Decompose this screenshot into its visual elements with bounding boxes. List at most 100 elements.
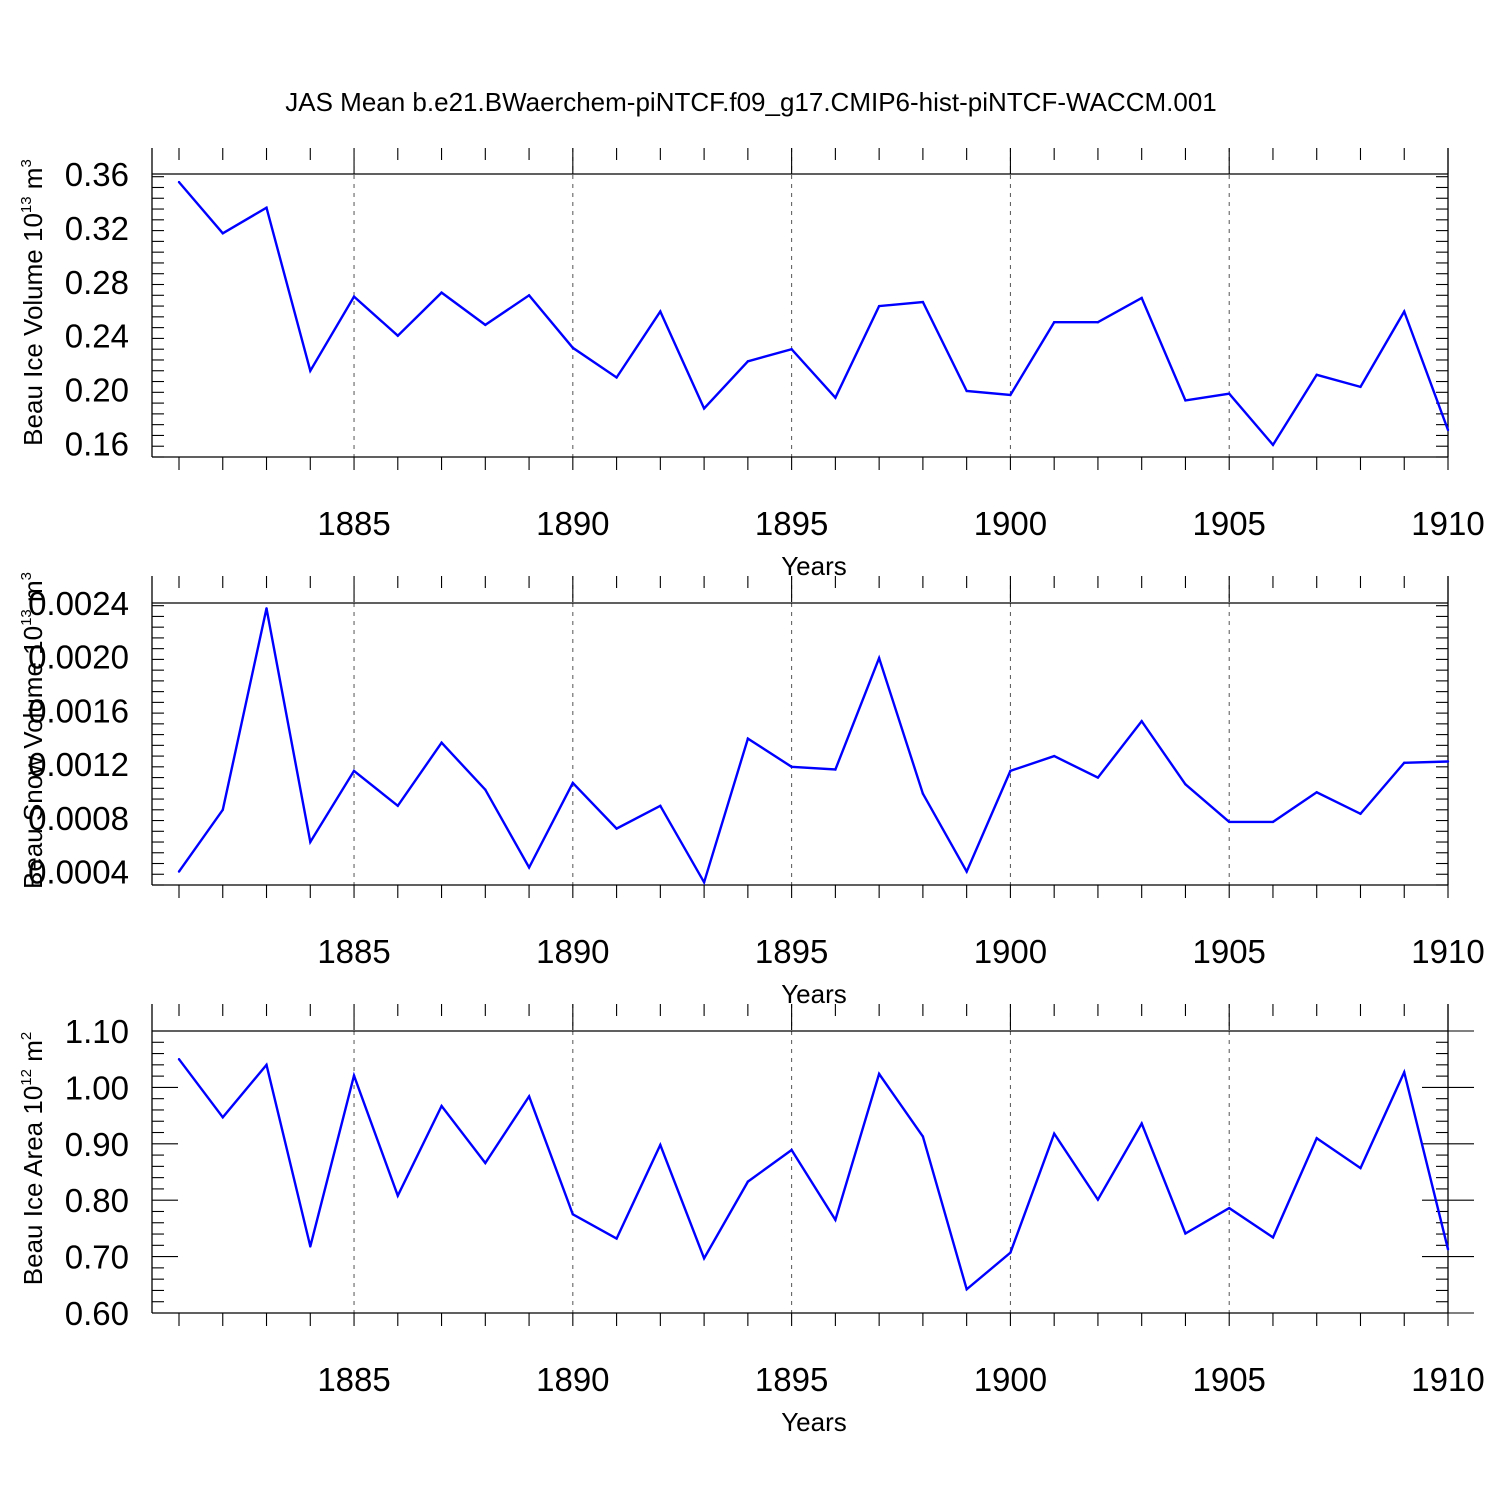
data-point xyxy=(1009,1251,1012,1254)
data-point xyxy=(965,870,968,873)
data-point xyxy=(177,1058,181,1061)
data-point xyxy=(834,1218,837,1222)
data-point xyxy=(1403,310,1406,313)
data-point xyxy=(1271,443,1275,447)
data-point xyxy=(790,347,793,351)
data-point xyxy=(1446,428,1450,432)
y-axis-label-text: Beau Ice Volume 10 xyxy=(18,213,48,446)
data-point xyxy=(834,768,837,771)
data-point xyxy=(659,804,662,807)
series-line xyxy=(178,608,1449,886)
x-axis-label: Years xyxy=(781,1407,847,1437)
data-point xyxy=(877,656,881,660)
data-point xyxy=(1140,719,1143,723)
x-tick-label: 1910 xyxy=(1411,505,1484,542)
x-tick-label: 1905 xyxy=(1192,505,1265,542)
y-tick-label: 0.32 xyxy=(65,210,129,247)
data-point xyxy=(440,741,443,744)
data-point xyxy=(1052,1132,1056,1135)
data-point xyxy=(265,607,268,610)
data-point xyxy=(746,1180,750,1183)
x-tick-label: 1890 xyxy=(536,505,609,542)
data-point xyxy=(396,1194,399,1197)
y-axis-label-unit-exponent: 2 xyxy=(18,1032,35,1040)
data-point xyxy=(1096,321,1100,324)
data-point xyxy=(177,870,181,873)
y-axis-label-unit-exponent: 3 xyxy=(18,572,35,580)
x-tick-label: 1895 xyxy=(755,933,828,970)
data-point xyxy=(1228,392,1231,395)
y-tick-label: 1.10 xyxy=(65,1013,129,1050)
figure-title: JAS Mean b.e21.BWaerchem-piNTCF.f09_g17.… xyxy=(285,87,1216,117)
data-point xyxy=(309,369,312,372)
chart-panel-3: 0.60 0.70 0.80 0.90 1.00 1.10 1885 1890 1895 1900… xyxy=(18,1004,1485,1437)
y-axis-label: Beau Snow Volume 1013 m3 xyxy=(18,572,48,889)
data-point xyxy=(440,1104,443,1108)
x-tick-label: 1895 xyxy=(755,1361,828,1398)
data-point xyxy=(1009,769,1012,773)
data-point xyxy=(877,1072,881,1076)
y-tick-label: 0.60 xyxy=(65,1295,129,1332)
data-point xyxy=(352,1074,356,1077)
data-point xyxy=(965,1288,968,1291)
y-axis-label-exponent: 13 xyxy=(18,196,35,213)
data-point xyxy=(396,334,399,337)
data-point xyxy=(834,396,837,399)
chart-panel-1: 0.16 0.20 0.24 0.28 0.32 0.36 1885 1890 1895 1900… xyxy=(18,148,1485,581)
data-point xyxy=(571,1213,575,1216)
x-tick-label: 1900 xyxy=(974,505,1047,542)
y-tick-label: 0.70 xyxy=(65,1239,129,1276)
data-point xyxy=(440,291,443,294)
series-line xyxy=(178,181,1450,447)
y-axis-label-exponent: 12 xyxy=(18,1069,35,1086)
data-point xyxy=(309,1245,312,1248)
data-point xyxy=(571,781,575,785)
data-point xyxy=(1140,296,1143,300)
y-tick-label: 0.28 xyxy=(65,264,129,301)
y-tick-label: 1.00 xyxy=(65,1069,129,1106)
data-point xyxy=(1403,761,1406,764)
data-point xyxy=(527,866,531,869)
data-point xyxy=(265,1063,268,1067)
data-point xyxy=(484,788,487,791)
data-point xyxy=(221,232,224,235)
data-point xyxy=(921,1135,925,1138)
data-point xyxy=(659,310,662,313)
data-point xyxy=(309,840,312,844)
data-point xyxy=(1271,820,1275,824)
data-point xyxy=(396,804,399,807)
data-point xyxy=(1096,776,1100,779)
data-point xyxy=(1359,812,1362,816)
data-point xyxy=(1096,1198,1100,1201)
y-tick-label: 0.0008 xyxy=(28,800,129,837)
data-point xyxy=(1359,1166,1362,1170)
panels: 0.16 0.20 0.24 0.28 0.32 0.36 1885 1890 1895 1900… xyxy=(18,148,1485,1437)
data-point xyxy=(1446,1248,1450,1251)
data-point xyxy=(1052,321,1056,324)
y-tick-label: 0.0012 xyxy=(28,746,129,783)
data-point xyxy=(484,323,487,327)
x-tick-label: 1885 xyxy=(317,1361,390,1398)
data-point xyxy=(527,1095,531,1098)
y-tick-label: 0.0016 xyxy=(28,692,129,729)
y-tick-label: 0.24 xyxy=(65,318,129,355)
x-tick-label: 1905 xyxy=(1192,933,1265,970)
data-point xyxy=(615,1237,618,1240)
x-tick-label: 1890 xyxy=(536,933,609,970)
data-point xyxy=(659,1143,662,1147)
y-tick-label: 0.90 xyxy=(65,1126,129,1163)
data-point xyxy=(1052,754,1056,758)
data-point xyxy=(877,304,881,308)
data-point xyxy=(921,300,925,304)
data-point xyxy=(1359,385,1362,389)
data-point xyxy=(1184,399,1187,402)
y-tick-label: 0.0024 xyxy=(28,585,129,622)
y-tick-label: 0.80 xyxy=(65,1182,129,1219)
x-axis-label: Years xyxy=(781,979,847,1009)
y-axis-label: Beau Ice Area 1012 m2 xyxy=(18,1032,48,1285)
data-point xyxy=(1228,1206,1231,1210)
data-point xyxy=(1228,820,1231,824)
x-tick-label: 1895 xyxy=(755,505,828,542)
